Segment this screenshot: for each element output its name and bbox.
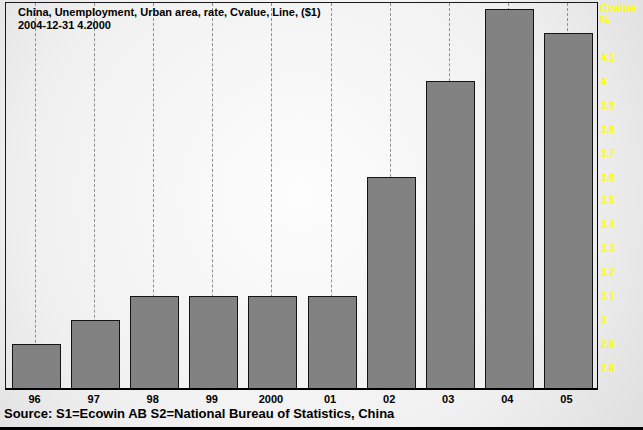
bar-05[interactable]	[544, 33, 593, 388]
ytick-label-3: 3	[601, 316, 641, 326]
xtick-label-97: 97	[64, 393, 123, 405]
plot-area	[5, 2, 598, 390]
ytick-label-3.9: 3.9	[601, 101, 641, 111]
chart-canvas: China, Unemployment, Urban area, rate, C…	[0, 0, 643, 430]
xtick-label-02: 02	[360, 393, 419, 405]
ytick-label-3.3: 3.3	[601, 244, 641, 254]
chart-title: China, Unemployment, Urban area, rate, C…	[18, 6, 321, 32]
bar-96[interactable]	[12, 344, 61, 388]
xtick-label-2000: 2000	[241, 393, 300, 405]
ytick-label-3.8: 3.8	[601, 125, 641, 135]
bar-2000[interactable]	[248, 296, 297, 388]
chart-title-cursor-value: 2004-12-31 4.2000	[18, 19, 321, 32]
ytick-label-2.9: 2.9	[601, 340, 641, 350]
ytick-label-3.5: 3.5	[601, 196, 641, 206]
bar-98[interactable]	[130, 296, 179, 388]
xtick-label-01: 01	[301, 393, 360, 405]
bar-04[interactable]	[485, 9, 534, 388]
source-bar: Source: S1=Ecowin AB S2=National Bureau …	[4, 406, 394, 421]
xtick-label-03: 03	[419, 393, 478, 405]
xtick-label-98: 98	[123, 393, 182, 405]
ytick-label-3.1: 3.1	[601, 292, 641, 302]
xtick-label-96: 96	[5, 393, 64, 405]
xtick-label-05: 05	[537, 393, 596, 405]
ytick-label-4: 4	[601, 77, 641, 87]
ytick-label-2.8: 2.8	[601, 364, 641, 374]
ytick-label-3.4: 3.4	[601, 220, 641, 230]
xtick-label-99: 99	[182, 393, 241, 405]
ytick-label-3.6: 3.6	[601, 173, 641, 183]
value-axis-header: Cvalue %	[600, 2, 642, 26]
chart-title-series: China, Unemployment, Urban area, rate, C…	[18, 6, 321, 19]
bar-02[interactable]	[367, 177, 416, 388]
value-axis-title: Cvalue	[600, 2, 642, 14]
ytick-label-4.1: 4.1	[601, 53, 641, 63]
ytick-label-3.7: 3.7	[601, 149, 641, 159]
ytick-label-3.2: 3.2	[601, 268, 641, 278]
gridline-96	[35, 3, 36, 388]
bar-99[interactable]	[189, 296, 238, 388]
bar-01[interactable]	[308, 296, 357, 388]
value-axis-unit: %	[600, 14, 642, 26]
xtick-label-04: 04	[478, 393, 537, 405]
bar-03[interactable]	[426, 81, 475, 388]
bar-97[interactable]	[71, 320, 120, 388]
